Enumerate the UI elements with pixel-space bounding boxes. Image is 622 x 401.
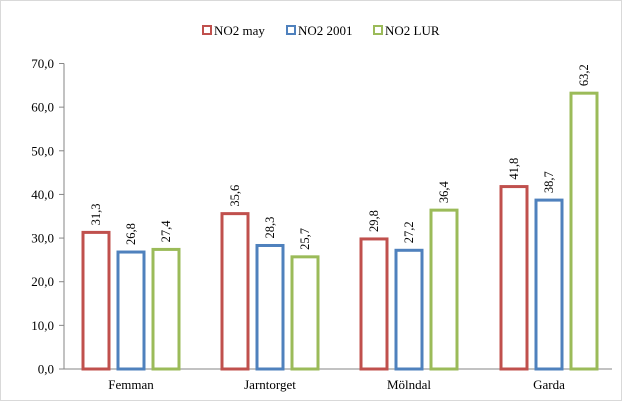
data-label-m-lndal-no2-2001: 27,2 <box>402 221 416 243</box>
bar-m-lndal-no2-may <box>359 237 389 371</box>
bar-jarntorget-no2-lur <box>290 255 320 371</box>
bars <box>81 91 599 371</box>
bar-garda-no2-2001 <box>534 198 564 371</box>
x-axis: Femman Jarntorget Mölndal Garda <box>64 368 612 392</box>
data-label-femman-no2-may: 31,3 <box>89 204 103 226</box>
bar-garda-no2-lur <box>569 91 599 371</box>
data-label-femman-no2-2001: 26,8 <box>124 223 138 245</box>
data-label-jarntorget-no2-may: 35,6 <box>228 185 242 207</box>
bar-jarntorget-no2-may <box>220 212 250 371</box>
x-category-label-m-lndal: Mölndal <box>387 377 431 392</box>
bar-m-lndal-no2-lur <box>429 208 459 371</box>
y-tick-label: 30,0 <box>31 231 54 246</box>
legend-swatch-no2-lur <box>373 25 383 35</box>
data-label-garda-no2-may: 41,8 <box>507 158 521 180</box>
bar-m-lndal-no2-2001 <box>394 248 424 371</box>
x-category-label-garda: Garda <box>533 377 565 392</box>
data-label-garda-no2-lur: 63,2 <box>577 64 591 86</box>
x-category-label-femman: Femman <box>108 377 154 392</box>
bar-femman-no2-may <box>81 230 111 371</box>
data-label-m-lndal-no2-may: 29,8 <box>367 210 381 232</box>
y-tick-label: 0,0 <box>38 362 54 377</box>
legend-label-no2-lur: NO2 LUR <box>385 23 440 38</box>
y-tick-label: 40,0 <box>31 187 54 202</box>
bar-jarntorget-no2-2001 <box>255 243 285 371</box>
bar-femman-no2-lur <box>151 247 181 371</box>
data-label-jarntorget-no2-2001: 28,3 <box>263 217 277 239</box>
y-tick-label: 70,0 <box>31 56 54 71</box>
legend-label-no2-2001: NO2 2001 <box>298 23 353 38</box>
data-label-jarntorget-no2-lur: 25,7 <box>298 228 312 250</box>
y-tick-label: 50,0 <box>31 143 54 158</box>
data-labels: 31,3 26,8 27,4 35,6 28,3 25,7 29,8 27,2 36,4 41,8… <box>89 64 591 250</box>
y-tick-label: 10,0 <box>31 318 54 333</box>
legend-swatch-no2-may <box>202 25 212 35</box>
data-label-femman-no2-lur: 27,4 <box>159 220 173 243</box>
legend-label-no2-may: NO2 may <box>214 23 265 38</box>
data-label-garda-no2-2001: 38,7 <box>542 171 556 193</box>
y-tick-label: 60,0 <box>31 100 54 115</box>
data-label-m-lndal-no2-lur: 36,4 <box>437 181 451 204</box>
x-category-label-jarntorget: Jarntorget <box>244 377 296 392</box>
y-tick-label: 20,0 <box>31 274 54 289</box>
bar-femman-no2-2001 <box>116 250 146 371</box>
legend-swatch-no2-2001 <box>286 25 296 35</box>
legend: NO2 may NO2 2001 NO2 LUR <box>202 23 440 38</box>
y-axis: 0,0 10,0 20,0 30,0 40,0 50,0 60,0 70,0 <box>31 56 65 377</box>
bar-garda-no2-may <box>499 185 529 371</box>
